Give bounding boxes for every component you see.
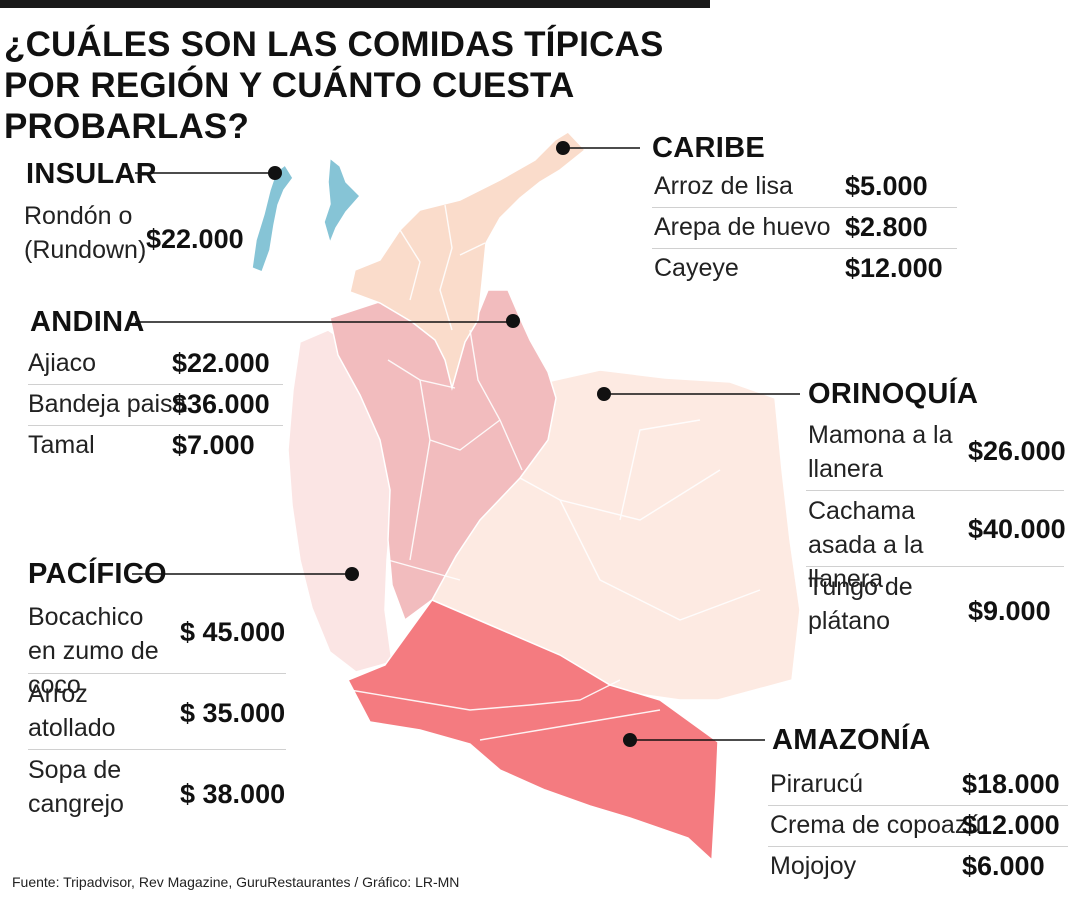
divider <box>652 248 957 249</box>
region-label-amazonia: AMAZONÍA <box>772 724 931 756</box>
amazonia-dish-1: Pirarucú <box>770 770 864 798</box>
region-label-andina: ANDINA <box>30 306 145 338</box>
divider <box>768 805 1068 806</box>
pacifico-dish-2: Arroz atollado <box>28 680 116 742</box>
region-label-insular: INSULAR <box>26 158 157 190</box>
leader-lines <box>132 147 800 741</box>
andina-price-3: $7.000 <box>172 430 255 460</box>
pacifico-dish-3: Sopa de cangrejo <box>28 756 124 818</box>
divider <box>806 566 1064 567</box>
andina-dish-2: Bandeja paisa <box>28 390 187 418</box>
amazonia-dish-3: Mojojoy <box>770 852 857 880</box>
divider <box>768 846 1068 847</box>
insular-price-1: $22.000 <box>146 224 244 254</box>
orinoquia-price-3: $9.000 <box>968 596 1051 626</box>
infographic-title: ¿CUÁLES SON LAS COMIDAS TÍPICAS POR REGI… <box>4 25 664 146</box>
divider <box>806 490 1064 491</box>
divider <box>28 384 283 385</box>
caribe-price-3: $12.000 <box>845 253 943 283</box>
caribe-price-1: $5.000 <box>845 171 928 201</box>
divider <box>652 207 957 208</box>
amazonia-price-3: $6.000 <box>962 851 1045 881</box>
orinoquia-price-1: $26.000 <box>968 436 1066 466</box>
island-providencia-shape <box>323 156 362 246</box>
caribe-dish-1: Arroz de lisa <box>654 172 793 200</box>
orinoquia-dish-2: Cachama asada a la llanera <box>808 497 924 593</box>
region-label-pacifico: PACÍFICO <box>28 558 167 590</box>
region-label-orinoquia: ORINOQUÍA <box>808 378 979 410</box>
location-dots <box>268 141 637 747</box>
region-label-caribe: CARIBE <box>652 132 765 164</box>
caribe-dish-3: Cayeye <box>654 254 739 282</box>
andina-dish-3: Tamal <box>28 431 95 459</box>
amazonia-dish-2: Crema de copoazú <box>770 811 982 839</box>
divider <box>28 673 286 674</box>
pacifico-price-2: $ 35.000 <box>180 698 286 728</box>
department-borders <box>349 204 761 741</box>
pacifico-price-1: $ 45.000 <box>180 617 286 647</box>
island-san-andres-shape <box>251 163 294 273</box>
andina-price-1: $22.000 <box>172 348 270 378</box>
amazonia-price-2: $12.000 <box>962 810 1060 840</box>
insular-dish-1: Rondón o (Rundown) <box>24 202 147 264</box>
caribe-price-2: $2.800 <box>845 212 928 242</box>
divider <box>28 425 283 426</box>
divider <box>28 749 286 750</box>
caribe-dish-2: Arepa de huevo <box>654 213 831 241</box>
orinoquia-dish-3: Tungo de plátano <box>808 573 913 635</box>
andina-dish-1: Ajiaco <box>28 349 97 377</box>
pacifico-price-3: $ 38.000 <box>180 779 286 809</box>
orinoquia-price-2: $40.000 <box>968 514 1066 544</box>
region-caribe-shape <box>349 131 587 391</box>
source-credit: Fuente: Tripadvisor, Rev Magazine, GuruR… <box>12 874 460 890</box>
orinoquia-dish-1: Mamona a la llanera <box>808 421 953 483</box>
andina-price-2: $36.000 <box>172 389 270 419</box>
amazonia-price-1: $18.000 <box>962 769 1060 799</box>
top-rule <box>0 0 710 8</box>
pacifico-dish-1: Bocachico en zumo de coco <box>28 603 159 699</box>
